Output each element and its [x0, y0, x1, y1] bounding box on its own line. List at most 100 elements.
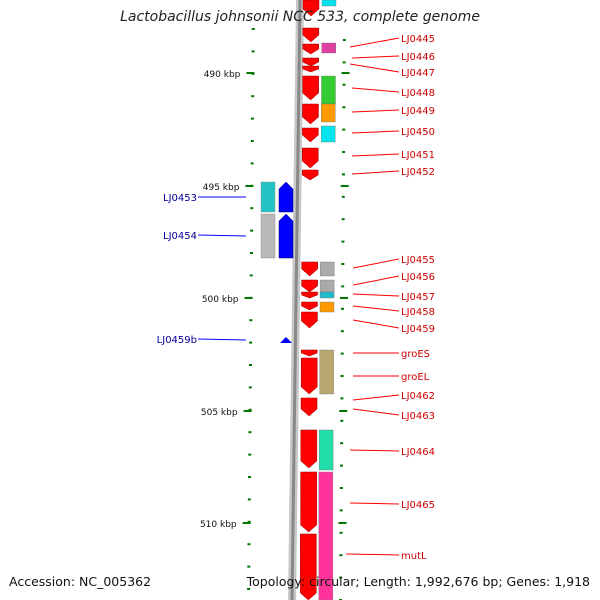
forward-gene-arrow — [301, 301, 318, 311]
forward-gene-arrow — [300, 471, 317, 533]
major-tick — [244, 297, 253, 299]
gene-label-lj0452: LJ0452 — [401, 167, 435, 178]
forward-label-leader — [352, 305, 400, 312]
scale-label: 490 kbp — [204, 70, 241, 80]
forward-feature-box — [321, 103, 336, 123]
minor-tick — [249, 319, 253, 322]
forward-label-leader — [345, 553, 400, 556]
minor-tick — [250, 207, 254, 210]
major-tick — [339, 410, 348, 412]
reverse-gene-arrow — [278, 213, 294, 259]
forward-feature-box — [319, 279, 335, 293]
minor-tick — [249, 252, 253, 254]
minor-tick — [248, 364, 252, 366]
minor-tick — [248, 476, 252, 478]
forward-feature-box — [319, 301, 335, 313]
forward-gene-arrow — [302, 147, 319, 169]
minor-tick — [342, 61, 346, 64]
minor-tick — [340, 330, 344, 333]
forward-label-leader — [351, 109, 400, 113]
minor-tick — [250, 140, 254, 142]
minor-tick — [341, 307, 345, 310]
gene-label-lj0446: LJ0446 — [401, 52, 435, 63]
map-title: Lactobacillus johnsonii NCC 533, complet… — [120, 9, 480, 25]
gene-label-lj0462: LJ0462 — [401, 391, 435, 402]
reverse-gene-arrow — [280, 337, 292, 343]
gene-label-lj0449: LJ0449 — [401, 106, 435, 117]
scale-label: 510 kbp — [200, 520, 237, 530]
forward-gene-arrow — [302, 65, 319, 73]
minor-tick — [247, 498, 251, 501]
gene-label-lj0458: LJ0458 — [401, 307, 435, 318]
minor-tick — [342, 128, 346, 131]
gene-label-lj0459: LJ0459 — [401, 324, 435, 335]
minor-tick — [250, 229, 254, 232]
minor-tick — [251, 117, 255, 120]
forward-label-leader — [351, 130, 400, 134]
minor-tick — [339, 554, 343, 557]
minor-tick — [339, 576, 343, 579]
minor-tick — [341, 195, 345, 198]
forward-gene-arrow — [302, 27, 320, 43]
forward-feature-box — [319, 291, 335, 299]
minor-tick — [249, 341, 253, 344]
minor-tick — [251, 28, 255, 30]
minor-tick — [342, 106, 346, 109]
forward-gene-arrow — [302, 75, 319, 101]
reverse-label-leader — [197, 234, 247, 237]
major-tick — [341, 72, 350, 74]
gene-label-lj0464: LJ0464 — [401, 447, 435, 458]
minor-tick — [247, 588, 251, 590]
forward-gene-arrow — [301, 169, 319, 181]
minor-tick — [248, 408, 252, 411]
forward-gene-arrow — [300, 533, 317, 600]
minor-tick — [339, 487, 343, 489]
scale-label: 505 kbp — [201, 408, 238, 418]
minor-tick — [248, 453, 252, 456]
forward-feature-box — [320, 261, 335, 277]
forward-gene-arrow — [302, 127, 319, 143]
forward-gene-arrow — [302, 57, 319, 67]
gene-label-lj0465: LJ0465 — [401, 500, 435, 511]
reverse-feature-box — [260, 181, 276, 213]
scale-label: 495 kbp — [203, 183, 240, 193]
gene-label-lj0454: LJ0454 — [163, 231, 197, 242]
gene-label-lj0456: LJ0456 — [401, 272, 435, 283]
forward-gene-arrow — [302, 103, 319, 125]
minor-tick — [341, 240, 345, 243]
minor-tick — [342, 39, 346, 41]
genome-backbone-line — [290, 0, 302, 600]
minor-tick — [340, 375, 344, 377]
minor-tick — [342, 83, 346, 86]
minor-tick — [247, 565, 251, 568]
gene-label-lj0450: LJ0450 — [401, 127, 435, 138]
forward-gene-arrow — [300, 429, 318, 469]
minor-tick — [340, 352, 344, 355]
feature-track — [260, 0, 337, 600]
forward-label-leader — [352, 394, 400, 401]
minor-tick — [341, 285, 345, 288]
minor-tick — [249, 274, 253, 277]
forward-feature-box — [321, 0, 337, 7]
forward-label-leader — [351, 87, 400, 93]
forward-feature-box — [321, 75, 336, 105]
gene-label-lj0451: LJ0451 — [401, 150, 435, 161]
forward-label-leader — [352, 319, 400, 329]
gene-label-lj0463: LJ0463 — [401, 411, 435, 422]
reverse-feature-box — [260, 213, 276, 259]
gene-arrows — [278, 0, 320, 600]
major-tick — [340, 185, 349, 187]
forward-feature-box — [321, 42, 336, 54]
gene-label-lj0448: LJ0448 — [401, 88, 435, 99]
forward-label-leader — [349, 449, 400, 452]
major-tick — [243, 410, 252, 412]
gene-label-lj0455: LJ0455 — [401, 255, 435, 266]
forward-label-leader — [352, 293, 400, 297]
scale-label: 500 kbp — [202, 295, 239, 305]
minor-tick — [251, 95, 255, 98]
label-leaders — [197, 37, 400, 556]
minor-tick — [247, 543, 251, 546]
forward-label-leader — [349, 502, 400, 505]
major-tick — [246, 72, 255, 74]
